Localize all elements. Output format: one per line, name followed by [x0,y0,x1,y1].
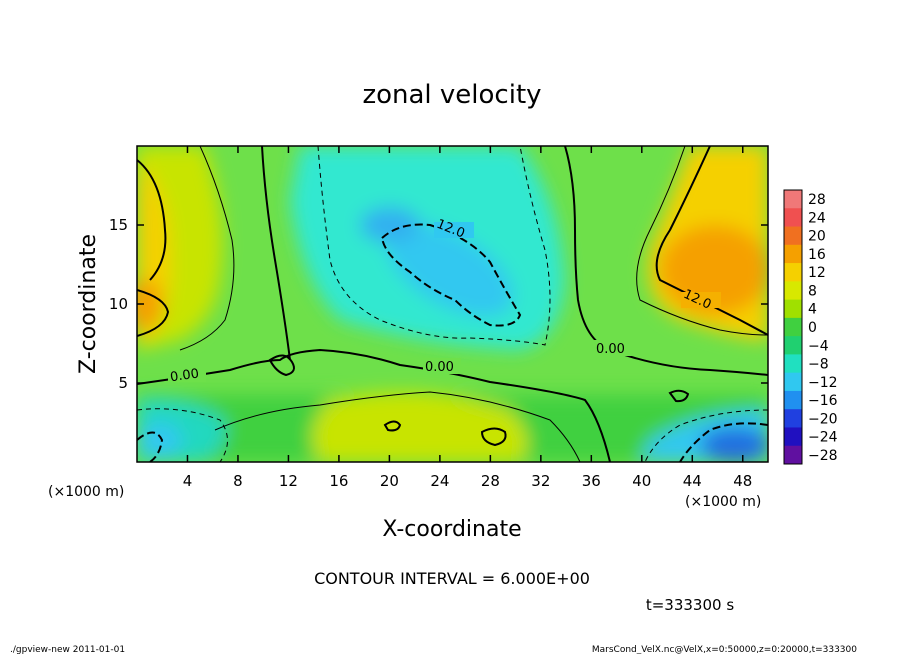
contour-6-lower [214,391,581,462]
x-tick-label-9: 40 [632,472,651,490]
contour-neg12-lower-right [679,422,768,462]
colorbar-label-14: −28 [808,448,838,464]
contour-labels: 12.0 0.00 0.00 0.00 12.0 [168,217,721,385]
x-tick-label-1: 8 [233,472,243,490]
contour-zero-vertical [261,146,291,361]
contour-zero-right [564,146,768,376]
y-axis-label: Z-coordinate [76,234,101,374]
contour-neg12-lower-left [137,431,164,462]
x-tick-label-10: 44 [683,472,702,490]
colorbar-label-6: 4 [808,302,817,318]
colorbar-label-5: 8 [808,283,817,299]
field-patch-left-max [137,280,163,330]
clabel-bg-4 [594,340,634,356]
x-unit-left: (×1000 m) [48,484,124,500]
colorbar: 28 24 20 16 12 8 4 0 −4 −8 −12 −16 −20 −24 −28 [783,189,838,465]
contour-label-3: 0.00 [425,360,454,375]
field-patch-jet-core [386,223,514,317]
field-patch-lower-left-blue [138,422,182,458]
y-axis: 5 10 15 [109,216,768,392]
x-tick-label-4: 20 [380,472,399,490]
colorbar-label-12: −20 [808,411,838,427]
clabel-bg-5 [681,292,721,308]
contour-12-small-loop-2 [480,427,507,447]
clabel-bg-2 [168,366,206,382]
contour-neg6-lower-left [137,408,228,462]
colorbar-label-10: −12 [808,375,838,391]
colorbar-label-7: 0 [808,320,817,336]
colorbar-swatch-4 [784,263,802,282]
contour-12-small-loop-1 [383,420,402,432]
clabel-bg-3 [423,358,461,374]
colorbar-label-8: −4 [808,338,829,354]
contour-6-right [636,146,768,336]
footer-left: ./gpview-new 2011-01-01 [10,645,125,654]
colorbar-swatch-9 [784,354,802,374]
field-patch-jet-core-upper [360,207,420,243]
colorbar-swatch-11 [784,390,802,410]
x-tick-label-8: 36 [582,472,601,490]
colorbar-swatch-14 [784,445,802,465]
y-tick-label-1: 10 [109,295,128,313]
colorbar-label-13: −24 [808,430,838,446]
contours [137,146,768,462]
x-unit-right: (×1000 m) [685,494,761,510]
colorbar-frame [783,189,803,465]
colorbar-swatch-2 [784,226,802,246]
colorbar-swatch-0 [784,190,802,209]
colorbar-swatch-5 [784,281,802,301]
velocity-field [137,146,768,462]
y-tick-label-0: 5 [118,374,128,392]
x-tick-label-0: 4 [183,472,193,490]
y-tick-label-2: 15 [109,216,128,234]
x-axis-label: X-coordinate [382,517,521,542]
colorbar-swatch-8 [784,336,802,355]
colorbar-swatch-10 [784,372,802,392]
chart-title: zonal velocity [362,80,541,110]
x-tick-label-2: 12 [279,472,298,490]
colorbar-label-11: −16 [808,393,838,409]
x-tick-label-3: 16 [329,472,348,490]
footer-right: MarsCond_VelX.nc@VelX,x=0:50000,z=0:2000… [592,645,857,654]
contour-label-2: 0.00 [169,366,200,385]
contour-zero-far-left [137,159,167,281]
colorbar-swatch-13 [784,427,802,447]
contour-label-4: 0.00 [596,342,625,357]
contour-neg12-jet [380,223,522,327]
contour-zero-wiggle [268,354,295,377]
colorbar-label-0: 28 [808,192,826,208]
colorbar-swatch-12 [784,409,802,428]
x-tick-label-5: 24 [430,472,449,490]
field-patch-lower-middle-warm [312,392,528,462]
contour-12-right [655,146,768,336]
colorbar-label-1: 24 [808,210,826,226]
colorbar-swatch-1 [784,208,802,228]
x-tick-label-7: 32 [531,472,550,490]
colorbar-label-9: −8 [808,357,829,373]
x-axis: 4 8 12 16 20 24 28 32 36 40 44 48 [183,146,752,490]
colorbar-swatch-6 [784,299,802,319]
time-label: t=333300 s [646,596,734,614]
x-tick-label-6: 28 [481,472,500,490]
contour-6-left [179,146,235,351]
clabel-bg-1 [434,222,474,238]
field-patch-lower-right-blue [700,427,768,462]
contour-zero-left [137,348,611,462]
colorbar-swatch-3 [784,244,802,264]
contour-interval: CONTOUR INTERVAL = 6.000E+00 [314,569,590,588]
contour-12-small-loop-3 [668,389,690,403]
colorbar-label-3: 16 [808,247,826,263]
x-tick-label-11: 48 [733,472,752,490]
colorbar-label-2: 20 [808,229,826,245]
colorbar-swatch-7 [784,317,802,337]
contour-zero-left-bulge [137,289,170,337]
colorbar-label-4: 12 [808,265,826,281]
